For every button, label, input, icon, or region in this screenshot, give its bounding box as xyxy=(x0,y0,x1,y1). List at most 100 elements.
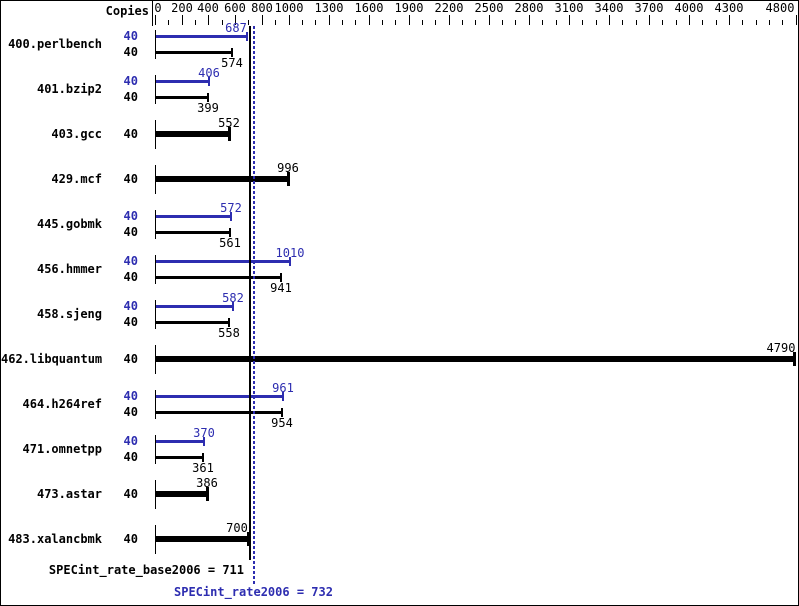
axis-minor-tick xyxy=(556,20,557,25)
copies-value-base: 40 xyxy=(123,405,138,419)
axis-major-tick xyxy=(235,15,236,25)
axis-major-tick xyxy=(649,15,650,25)
base-bar xyxy=(156,411,282,414)
benchmark-label: 473.astar xyxy=(36,487,102,501)
benchmark-label: 401.bzip2 xyxy=(36,82,102,96)
base-bar-endcap xyxy=(281,408,283,417)
axis-major-tick xyxy=(489,15,490,25)
base-bar-endcap xyxy=(206,487,209,501)
base-bar xyxy=(156,96,208,99)
base-bar xyxy=(156,456,203,459)
benchmark-label: 483.xalancbmk xyxy=(8,532,102,546)
benchmark-label: 429.mcf xyxy=(51,172,102,186)
axis-minor-tick xyxy=(769,20,770,25)
base-bar xyxy=(156,131,229,137)
peak-bar xyxy=(156,305,233,308)
bar-value-label: 582 xyxy=(222,291,244,305)
base-bar xyxy=(156,356,794,362)
axis-minor-tick xyxy=(636,20,637,25)
axis-minor-tick xyxy=(676,20,677,25)
copies-value-base: 40 xyxy=(123,127,138,141)
benchmark-label: 471.omnetpp xyxy=(22,442,102,456)
copies-value-base: 40 xyxy=(123,450,138,464)
peak-bar-endcap xyxy=(208,77,210,86)
axis-tick-label: 1900 xyxy=(394,1,424,15)
base-bar-endcap xyxy=(280,273,282,282)
bar-value-label: 687 xyxy=(225,21,247,35)
axis-major-tick xyxy=(409,15,410,25)
copies-value-base: 40 xyxy=(123,352,138,366)
copies-value-base: 40 xyxy=(123,172,138,186)
row-baseline xyxy=(155,345,156,374)
peak-bar xyxy=(156,440,204,443)
axis-minor-tick xyxy=(515,20,516,25)
base-bar-endcap xyxy=(228,318,230,327)
axis-minor-tick xyxy=(382,20,383,25)
axis-minor-tick xyxy=(315,20,316,25)
axis-tick-label: 1000 xyxy=(274,1,304,15)
copies-value-peak: 40 xyxy=(123,434,138,448)
copies-value-peak: 40 xyxy=(123,299,138,313)
base-bar xyxy=(156,276,281,279)
row-baseline xyxy=(155,210,156,239)
axis-major-tick xyxy=(529,15,530,25)
row-baseline xyxy=(155,75,156,104)
axis-minor-tick xyxy=(275,20,276,25)
peak-reference-line xyxy=(253,26,255,584)
bar-value-label: 941 xyxy=(270,281,292,295)
peak-bar xyxy=(156,215,231,218)
peak-rate-summary: SPECint_rate2006 = 732 xyxy=(174,585,333,599)
bar-value-label: 406 xyxy=(198,66,220,80)
base-bar-endcap xyxy=(247,532,250,546)
axis-minor-tick xyxy=(395,20,396,25)
axis-minor-tick xyxy=(742,20,743,25)
base-bar xyxy=(156,321,229,324)
peak-bar xyxy=(156,35,247,38)
axis-tick-label: 3100 xyxy=(554,1,584,15)
bar-value-label: 399 xyxy=(197,101,219,115)
row-baseline xyxy=(155,120,156,149)
axis-minor-tick xyxy=(422,20,423,25)
axis-minor-tick xyxy=(756,20,757,25)
axis-major-tick xyxy=(155,15,156,25)
bar-value-label: 552 xyxy=(218,116,240,130)
axis-major-tick xyxy=(182,15,183,25)
axis-major-tick xyxy=(208,15,209,25)
bar-value-label: 558 xyxy=(218,326,240,340)
copies-value-peak: 40 xyxy=(123,254,138,268)
axis-minor-tick xyxy=(168,20,169,25)
peak-bar-endcap xyxy=(289,257,291,266)
row-baseline xyxy=(155,390,156,419)
peak-bar xyxy=(156,395,283,398)
benchmark-label: 458.sjeng xyxy=(36,307,102,321)
row-baseline xyxy=(155,255,156,284)
bar-value-label: 361 xyxy=(192,461,214,475)
bar-value-label: 961 xyxy=(272,381,294,395)
base-bar-endcap xyxy=(231,48,233,57)
bar-value-label: 370 xyxy=(193,426,215,440)
axis-tick-label: 2200 xyxy=(434,1,464,15)
benchmark-label: 462.libquantum xyxy=(1,352,103,366)
benchmark-label: 464.h264ref xyxy=(22,397,102,411)
axis-minor-tick xyxy=(582,20,583,25)
copies-value-base: 40 xyxy=(123,90,138,104)
base-reference-line xyxy=(249,26,251,560)
axis-tick-label: 400 xyxy=(197,1,219,15)
copies-value-base: 40 xyxy=(123,270,138,284)
axis-minor-tick xyxy=(248,20,249,25)
axis-minor-tick xyxy=(716,20,717,25)
base-bar-endcap xyxy=(207,93,209,102)
base-bar xyxy=(156,491,207,497)
axis-major-tick xyxy=(689,15,690,25)
axis-divider-line xyxy=(152,1,153,26)
axis-minor-tick xyxy=(662,20,663,25)
axis-major-tick xyxy=(729,15,730,25)
bar-value-label: 954 xyxy=(271,416,293,430)
copies-value-base: 40 xyxy=(123,315,138,329)
copies-value-peak: 40 xyxy=(123,74,138,88)
peak-bar-endcap xyxy=(246,32,248,41)
bar-value-label: 996 xyxy=(277,161,299,175)
axis-tick-label: 3400 xyxy=(594,1,624,15)
row-baseline xyxy=(155,30,156,59)
axis-minor-tick xyxy=(302,20,303,25)
